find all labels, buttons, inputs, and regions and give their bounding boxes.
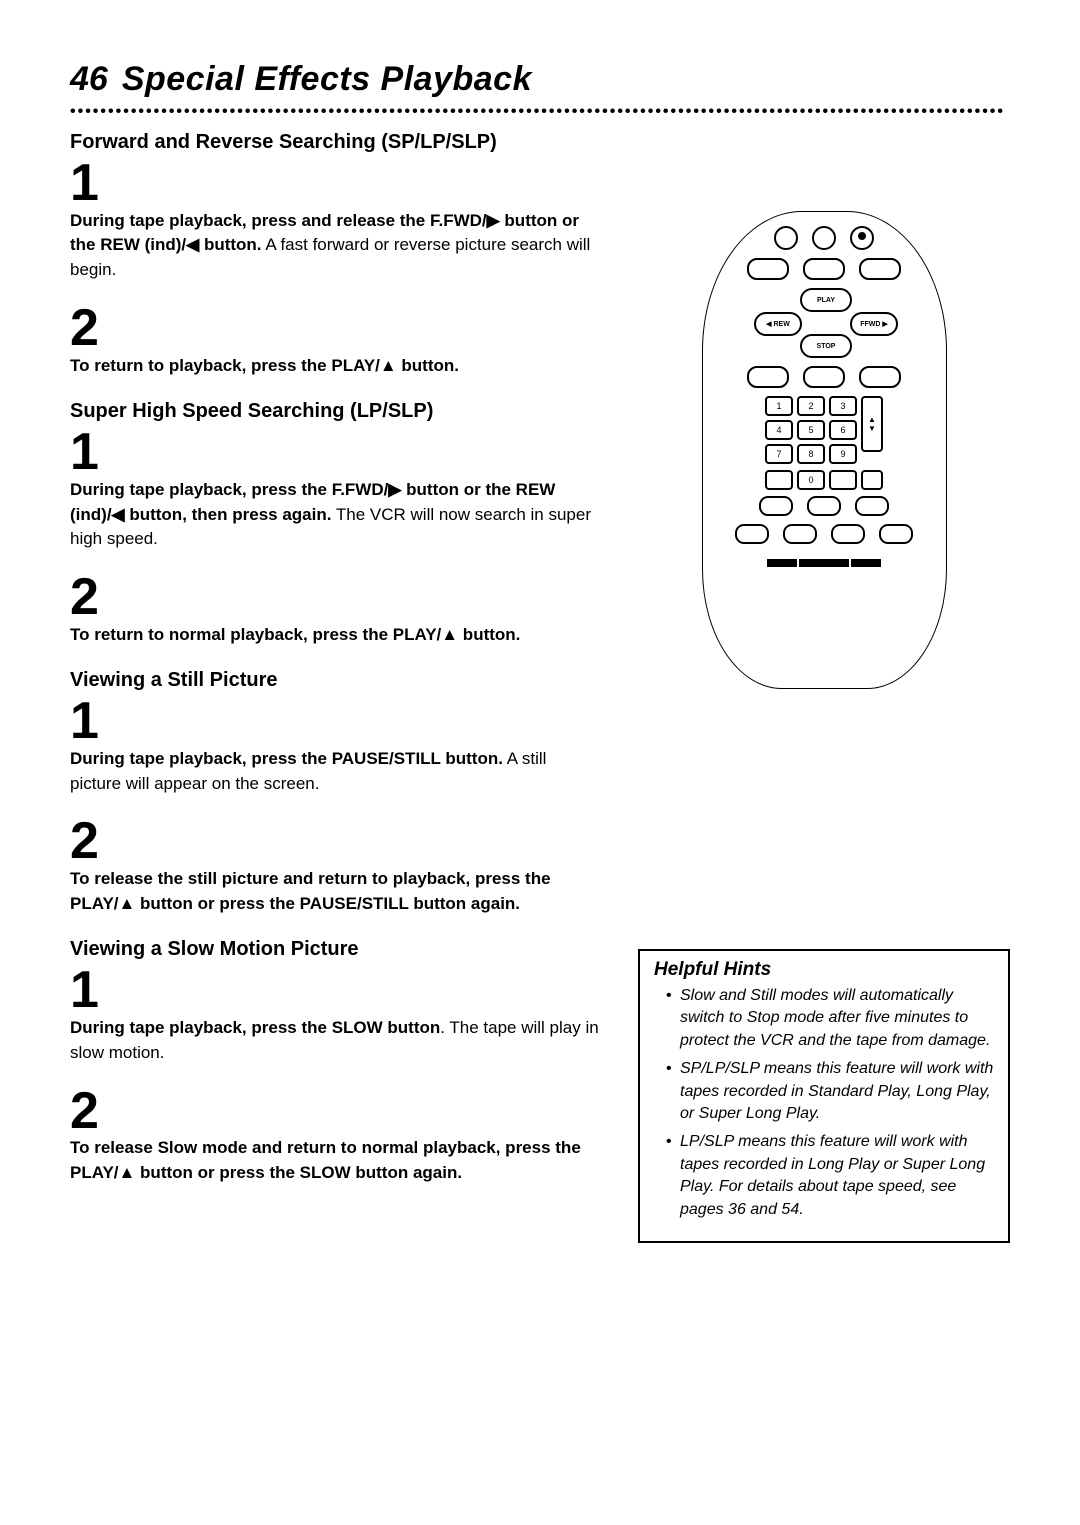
remote-button-icon bbox=[859, 366, 901, 388]
num-key: 7 bbox=[765, 444, 793, 464]
remote-button-icon bbox=[855, 496, 889, 516]
hint-item: LP/SLP means this feature will work with… bbox=[666, 1131, 994, 1221]
remote-illustration: PLAY ◀ REW FFWD ▶ STOP 1 4 bbox=[702, 211, 947, 689]
rew-button-icon: ◀ REW bbox=[754, 312, 802, 336]
num-key: 4 bbox=[765, 420, 793, 440]
num-key: 5 bbox=[797, 420, 825, 440]
step-block: 2 To release the still picture and retur… bbox=[70, 818, 600, 916]
remote-pill-row bbox=[747, 258, 901, 280]
remote-button-icon bbox=[774, 226, 798, 250]
right-column: PLAY ◀ REW FFWD ▶ STOP 1 4 bbox=[638, 131, 1010, 1243]
remote-button-icon bbox=[850, 226, 874, 250]
step-bold: During tape playback, press the SLOW but… bbox=[70, 1018, 440, 1037]
num-key: 8 bbox=[797, 444, 825, 464]
remote-top-row bbox=[774, 226, 874, 250]
manual-page: 46 Special Effects Playback ••••••••••••… bbox=[0, 0, 1080, 1303]
hints-title: Helpful Hints bbox=[640, 951, 1008, 985]
remote-button-icon bbox=[765, 470, 793, 490]
step-text: During tape playback, press the SLOW but… bbox=[70, 1016, 600, 1065]
step-number: 2 bbox=[70, 1088, 600, 1135]
stop-button-icon: STOP bbox=[800, 334, 852, 358]
hint-item: Slow and Still modes will automatically … bbox=[666, 985, 994, 1052]
remote-button-icon bbox=[829, 470, 857, 490]
step-text: During tape playback, press and release … bbox=[70, 209, 600, 283]
step-bold: To release Slow mode and return to norma… bbox=[70, 1138, 581, 1182]
step-text: To return to playback, press the PLAY/▲ … bbox=[70, 354, 600, 379]
remote-button-icon bbox=[879, 524, 913, 544]
step-block: 2 To return to normal playback, press th… bbox=[70, 574, 600, 647]
remote-button-icon bbox=[735, 524, 769, 544]
remote-button-icon bbox=[759, 496, 793, 516]
remote-inner: PLAY ◀ REW FFWD ▶ STOP 1 4 bbox=[717, 226, 932, 568]
step-text: To release Slow mode and return to norma… bbox=[70, 1136, 600, 1185]
step-bold: To release the still picture and return … bbox=[70, 869, 551, 913]
remote-button-icon bbox=[747, 258, 789, 280]
step-number: 1 bbox=[70, 698, 600, 745]
step-block: 2 To return to playback, press the PLAY/… bbox=[70, 305, 600, 378]
step-block: 1 During tape playback, press and releas… bbox=[70, 160, 600, 283]
num-key: 2 bbox=[797, 396, 825, 416]
num-key: 9 bbox=[829, 444, 857, 464]
step-text: To return to normal playback, press the … bbox=[70, 623, 600, 648]
step-block: 1 During tape playback, press the SLOW b… bbox=[70, 967, 600, 1065]
remote-nav-cluster: PLAY ◀ REW FFWD ▶ STOP bbox=[754, 288, 894, 358]
helpful-hints-box: Helpful Hints Slow and Still modes will … bbox=[638, 949, 1010, 1243]
left-column: Forward and Reverse Searching (SP/LP/SLP… bbox=[70, 131, 600, 1243]
step-bold: To return to playback, press the PLAY/▲ … bbox=[70, 356, 459, 375]
hint-item: SP/LP/SLP means this feature will work w… bbox=[666, 1058, 994, 1125]
remote-button-icon bbox=[803, 366, 845, 388]
num-key: 3 bbox=[829, 396, 857, 416]
step-block: 1 During tape playback, press the F.FWD/… bbox=[70, 429, 600, 552]
section-heading: Viewing a Slow Motion Picture bbox=[70, 938, 600, 961]
step-text: During tape playback, press the F.FWD/▶ … bbox=[70, 478, 600, 552]
step-text: To release the still picture and return … bbox=[70, 867, 600, 916]
remote-small-row bbox=[735, 524, 913, 544]
volume-rocker-icon bbox=[861, 470, 883, 490]
page-number: 46 bbox=[70, 60, 108, 99]
remote-button-icon bbox=[859, 258, 901, 280]
step-bold: To return to normal playback, press the … bbox=[70, 625, 520, 644]
remote-button-icon bbox=[812, 226, 836, 250]
remote-button-icon bbox=[747, 366, 789, 388]
step-number: 2 bbox=[70, 305, 600, 352]
brand-logo-icon bbox=[754, 558, 894, 568]
step-number: 1 bbox=[70, 429, 600, 476]
num-key: 6 bbox=[829, 420, 857, 440]
page-title: Special Effects Playback bbox=[122, 60, 532, 99]
num-key: 1 bbox=[765, 396, 793, 416]
play-button-icon: PLAY bbox=[800, 288, 852, 312]
section-heading: Viewing a Still Picture bbox=[70, 669, 600, 692]
step-number: 2 bbox=[70, 574, 600, 621]
step-number: 2 bbox=[70, 818, 600, 865]
step-bold: During tape playback, press the PAUSE/ST… bbox=[70, 749, 503, 768]
hints-list: Slow and Still modes will automatically … bbox=[640, 985, 1008, 1241]
section-heading: Forward and Reverse Searching (SP/LP/SLP… bbox=[70, 131, 600, 154]
section-heading: Super High Speed Searching (LP/SLP) bbox=[70, 400, 600, 423]
remote-button-icon bbox=[831, 524, 865, 544]
remote-button-icon bbox=[807, 496, 841, 516]
step-text: During tape playback, press the PAUSE/ST… bbox=[70, 747, 600, 796]
remote-small-row bbox=[759, 496, 889, 516]
step-block: 1 During tape playback, press the PAUSE/… bbox=[70, 698, 600, 796]
step-number: 1 bbox=[70, 160, 600, 207]
ffwd-button-icon: FFWD ▶ bbox=[850, 312, 898, 336]
remote-numpad: 1 4 7 2 5 8 3 6 9 bbox=[765, 396, 883, 464]
remote-numpad-bottom: 0 bbox=[765, 470, 883, 490]
remote-pill-row bbox=[747, 366, 901, 388]
num-key: 0 bbox=[797, 470, 825, 490]
page-title-row: 46 Special Effects Playback bbox=[70, 60, 1010, 99]
dotted-separator: ••••••••••••••••••••••••••••••••••••••••… bbox=[70, 103, 1010, 121]
two-column-layout: Forward and Reverse Searching (SP/LP/SLP… bbox=[70, 131, 1010, 1243]
step-number: 1 bbox=[70, 967, 600, 1014]
channel-rocker-icon: ▲▼ bbox=[861, 396, 883, 452]
remote-button-icon bbox=[783, 524, 817, 544]
step-block: 2 To release Slow mode and return to nor… bbox=[70, 1088, 600, 1186]
remote-button-icon bbox=[803, 258, 845, 280]
